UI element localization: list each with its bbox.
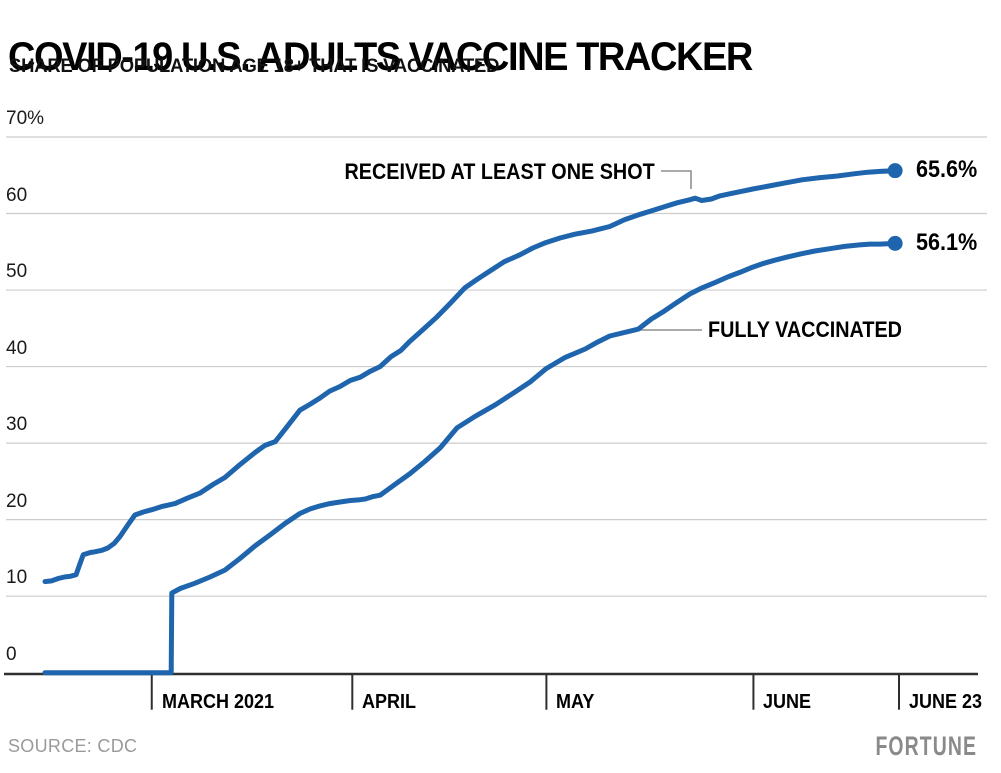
y-axis-label: 70% <box>6 107 45 129</box>
x-axis-label: MAY <box>556 691 595 713</box>
series-label-one-shot: RECEIVED AT LEAST ONE SHOT <box>344 159 655 184</box>
series-line-1 <box>42 240 898 676</box>
page-subtitle: SHARE OF POPULATION AGE 18+ THAT IS VACC… <box>9 56 500 77</box>
source-note: SOURCE: CDC <box>8 736 138 756</box>
x-axis-label: APRIL <box>362 691 417 713</box>
y-axis-label: 10 <box>6 567 28 589</box>
y-axis-label: 50 <box>6 261 28 283</box>
series-line-0 <box>42 168 898 585</box>
y-axis-label: 60 <box>6 184 28 206</box>
series-end-dot-1 <box>887 235 903 251</box>
series-label-fully-vaccinated: FULLY VACCINATED <box>708 317 902 342</box>
y-axis-label: 0 <box>6 643 17 665</box>
end-value-fully-vaccinated: 56.1% <box>916 229 978 256</box>
y-axis-label: 20 <box>6 490 28 512</box>
x-axis-label: MARCH 2021 <box>161 691 274 713</box>
end-value-one-shot: 65.6% <box>916 156 978 183</box>
x-axis-label: JUNE <box>763 691 812 713</box>
leader-one-shot <box>661 170 692 189</box>
page-title: COVID-19 U.S. ADULTS VACCINE TRACKER <box>8 34 753 79</box>
y-axis-label: 40 <box>6 337 28 359</box>
series-end-dot-0 <box>887 163 903 179</box>
x-axis-label: JUNE 23 <box>909 691 983 713</box>
fortune-logo: FORTUNE <box>875 731 977 761</box>
y-axis-label: 30 <box>6 414 28 436</box>
